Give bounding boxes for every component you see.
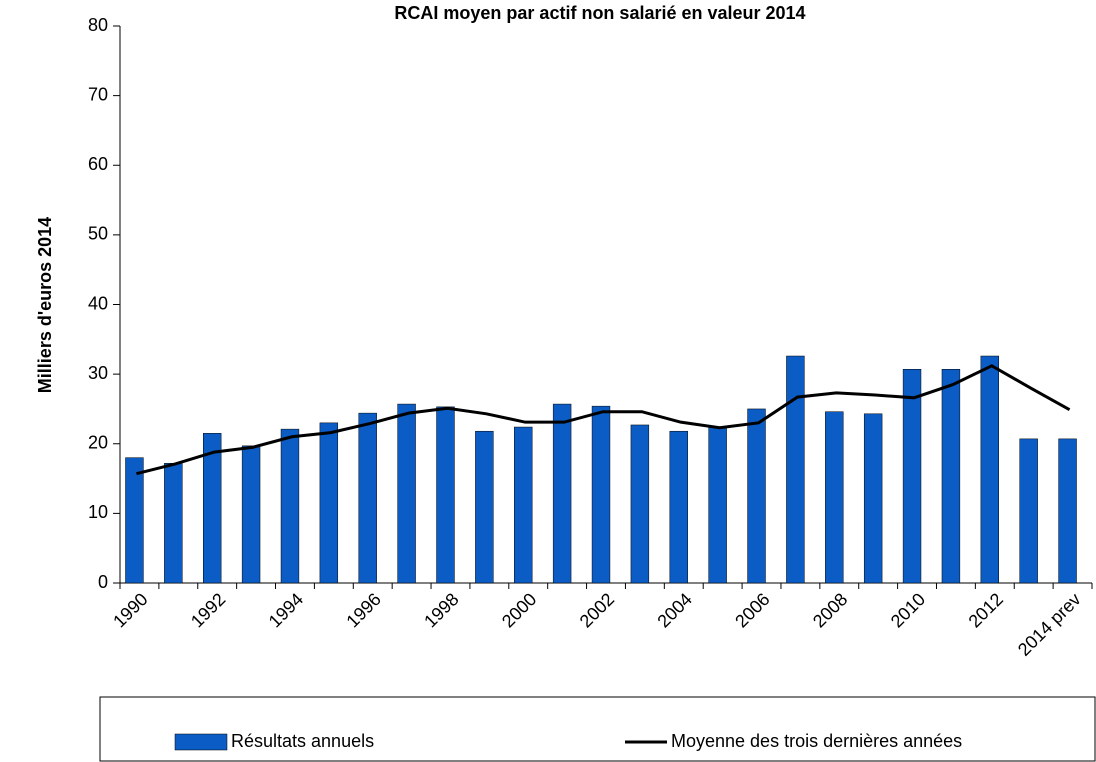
chart-title: RCAI moyen par actif non salarié en vale… <box>394 3 805 23</box>
bar <box>358 412 377 584</box>
bar <box>747 408 766 584</box>
x-tick-label: 2008 <box>809 589 851 631</box>
line <box>136 364 1071 476</box>
y-axis-label: Milliers d'euros 2014 <box>35 217 55 393</box>
bar <box>708 426 727 584</box>
x-tick-label: 2000 <box>498 589 540 631</box>
legend-label: Résultats annuels <box>231 731 374 751</box>
bar <box>475 430 494 584</box>
y-tick-label: 30 <box>88 363 108 383</box>
x-tick-label: 2006 <box>731 589 773 631</box>
bar <box>1058 438 1077 584</box>
y-tick-label: 80 <box>88 15 108 35</box>
bar <box>436 406 455 584</box>
y-tick-label: 50 <box>88 224 108 244</box>
bar <box>980 355 999 584</box>
y-tick-label: 10 <box>88 502 108 522</box>
bar <box>669 430 688 584</box>
legend-label: Moyenne des trois dernières années <box>671 731 962 751</box>
y-tick-label: 20 <box>88 433 108 453</box>
x-tick-label: 2002 <box>576 589 618 631</box>
x-tick-label: 1994 <box>265 589 307 631</box>
bar <box>241 445 261 584</box>
bar <box>591 405 611 584</box>
bar <box>397 403 416 584</box>
x-tick-label: 2014 prev <box>1014 589 1085 660</box>
x-tick-label: 1998 <box>420 589 462 631</box>
bar <box>280 428 300 584</box>
bar <box>825 411 844 584</box>
y-tick-label: 60 <box>88 154 108 174</box>
x-tick-label: 1992 <box>187 589 229 631</box>
bar <box>203 433 222 584</box>
bar <box>630 424 650 584</box>
x-tick-label: 2012 <box>965 589 1007 631</box>
y-tick-label: 70 <box>88 84 108 104</box>
x-tick-label: 1996 <box>342 589 384 631</box>
x-tick-label: 2004 <box>653 589 695 631</box>
bar <box>863 413 883 584</box>
bar <box>125 457 144 584</box>
bar <box>1019 438 1038 584</box>
bar <box>514 426 533 584</box>
legend-box <box>99 696 1096 762</box>
bar <box>164 462 183 584</box>
bar <box>941 369 961 584</box>
y-tick-label: 40 <box>88 293 108 313</box>
bar <box>552 403 572 584</box>
bar <box>786 355 805 584</box>
x-tick-label: 2010 <box>887 589 929 631</box>
bar <box>319 422 339 584</box>
y-tick-label: 0 <box>98 572 108 592</box>
bar <box>902 369 922 584</box>
x-tick-label: 1990 <box>109 589 151 631</box>
legend-swatch <box>174 733 228 751</box>
